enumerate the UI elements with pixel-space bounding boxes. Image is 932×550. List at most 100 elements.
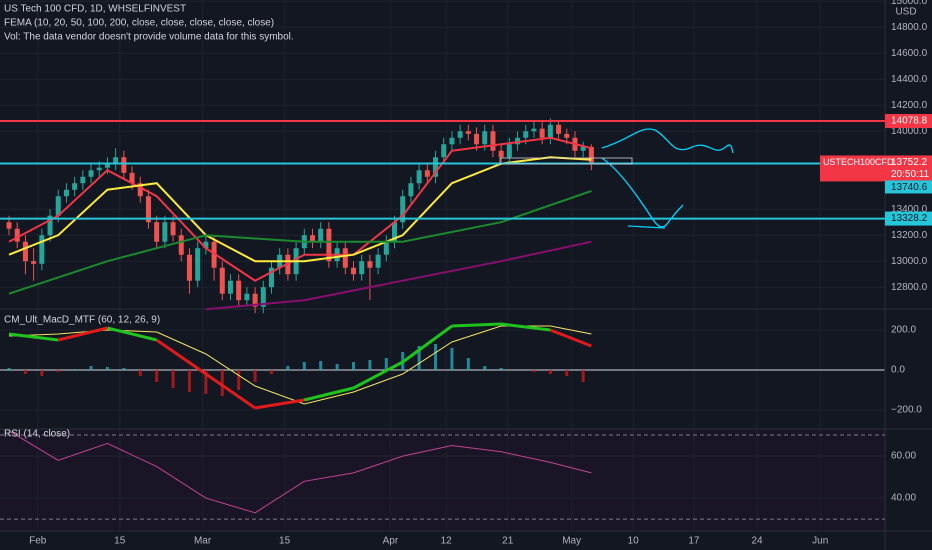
x-tick-label: Apr	[383, 536, 399, 547]
candle-body	[465, 131, 471, 134]
drawing	[627, 225, 666, 229]
y-tick-label: 200.0	[891, 325, 916, 336]
marker-tag: 13740.6	[891, 182, 928, 193]
candle-body	[203, 241, 209, 249]
candle-body	[433, 157, 439, 177]
macd-segment	[57, 326, 108, 342]
x-tick-label: May	[562, 536, 581, 547]
candle-body	[72, 183, 78, 190]
candle-body	[416, 170, 422, 184]
histogram-bar	[204, 370, 208, 394]
histogram-bar	[138, 370, 142, 376]
price-tag: 14078.8	[891, 116, 928, 127]
candle-body	[359, 261, 365, 275]
histogram-bar	[122, 368, 126, 370]
candle-body	[482, 131, 488, 145]
histogram-bar	[7, 368, 11, 370]
candle-body	[170, 222, 176, 236]
candle-body	[367, 261, 373, 268]
candle-body	[162, 222, 168, 242]
candle-body	[342, 248, 348, 268]
candle-body	[63, 189, 69, 197]
candle-body	[408, 183, 414, 197]
candle-body	[80, 176, 86, 184]
y-tick-label: 14600.0	[891, 48, 928, 59]
candle-body	[154, 222, 160, 242]
macd-segment	[451, 322, 502, 328]
drawing-box	[499, 157, 633, 165]
candle-body	[104, 163, 110, 168]
chart-title: US Tech 100 CFD, 1D, WHSELFINVEST	[4, 4, 186, 15]
drawing	[601, 128, 734, 154]
x-tick-label: 12	[441, 536, 453, 547]
histogram-bar	[352, 362, 356, 370]
macd-segment	[155, 338, 207, 376]
candle-body	[531, 128, 537, 132]
candle-body	[400, 196, 406, 223]
macd-segment	[500, 322, 551, 332]
drawing	[601, 157, 684, 228]
candle-body	[236, 280, 242, 301]
histogram-bar	[73, 369, 77, 370]
histogram-bar	[417, 346, 421, 370]
candle-body	[219, 267, 225, 294]
candle-body	[588, 146, 594, 164]
candle-body	[392, 222, 398, 242]
candle-body	[318, 228, 324, 242]
macd-segment	[549, 328, 592, 348]
histogram-bar	[155, 370, 159, 382]
x-tick-label: 15	[114, 536, 126, 547]
y-tick-label: 13000.0	[891, 256, 928, 267]
candle-body	[564, 133, 570, 138]
histogram-bar	[335, 364, 339, 370]
candle-body	[375, 254, 381, 268]
y-tick-label: 13200.0	[891, 230, 928, 241]
candle-body	[424, 170, 430, 177]
price-tag-bg	[885, 211, 932, 226]
histogram-bar	[499, 368, 503, 370]
candle-body	[121, 157, 127, 173]
histogram-bar	[302, 362, 306, 370]
rsi-pane-bg	[0, 430, 885, 530]
histogram-bar	[220, 370, 224, 396]
y-tick-label: 40.00	[891, 493, 916, 504]
candle-body	[14, 228, 20, 242]
candle-body	[186, 254, 192, 281]
macd-segment	[401, 324, 453, 364]
candle-body	[252, 293, 258, 307]
histogram-bar	[483, 366, 487, 370]
x-tick-label: 17	[688, 536, 700, 547]
candle-body	[326, 228, 332, 262]
histogram-bar	[269, 370, 273, 374]
histogram-bar	[171, 370, 175, 388]
candle-body	[31, 261, 37, 264]
y-tick-label: 14200.0	[891, 100, 928, 111]
histogram-bar	[466, 358, 470, 370]
macd-segment	[254, 398, 305, 410]
macd-segment	[8, 332, 59, 342]
volume-note: Vol: The data vendor doesn't provide vol…	[4, 32, 294, 43]
histogram-bar	[56, 370, 60, 372]
macd-segment	[107, 326, 158, 342]
candle-body	[96, 167, 102, 171]
y-tick-label: 15000.0	[891, 0, 928, 7]
candle-body	[178, 235, 184, 255]
histogram-bar	[384, 358, 388, 370]
candle-body	[22, 241, 28, 262]
y-tick-label: 13400.0	[891, 204, 928, 215]
candle-body	[39, 235, 45, 264]
x-tick-label: Jun	[812, 536, 828, 547]
histogram-bar	[253, 370, 257, 382]
price-tag: 13328.2	[891, 213, 928, 224]
rsi-title: RSI (14, close)	[4, 429, 70, 440]
candle-body	[227, 280, 233, 294]
candle-body	[490, 131, 496, 151]
candle-body	[268, 267, 274, 288]
candle-body	[309, 235, 315, 242]
histogram-bar	[450, 348, 454, 370]
symbol-tag: USTECH100CFD	[823, 157, 894, 167]
candle-body	[129, 172, 135, 184]
y-tick-label: 14400.0	[891, 74, 928, 85]
candle-body	[539, 128, 545, 138]
